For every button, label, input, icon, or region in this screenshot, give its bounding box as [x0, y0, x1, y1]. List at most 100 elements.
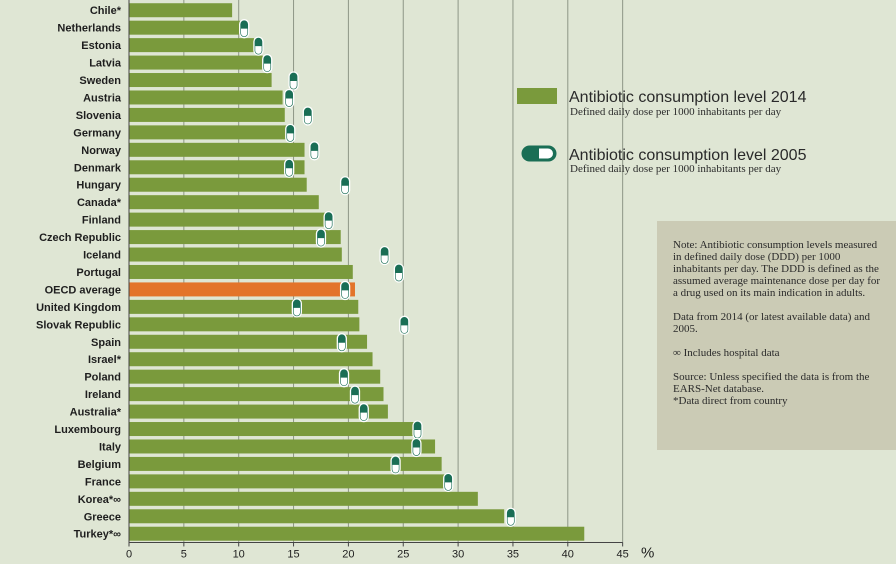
- x-tick-label-0: 0: [126, 548, 132, 560]
- category-label-united-kingdom: United Kingdom: [36, 302, 121, 314]
- note-text: Note: Antibiotic consumption levels meas…: [673, 239, 881, 299]
- bar-germany: [129, 125, 290, 140]
- bar-norway: [129, 142, 305, 157]
- bar-turkey: [129, 526, 585, 541]
- marker-2005-portugal: [393, 263, 405, 283]
- category-label-italy: Italy: [99, 441, 122, 453]
- bar-oecd-average: [129, 282, 355, 297]
- bar-iceland: [129, 247, 342, 262]
- bars-2014: [129, 3, 585, 541]
- bar-canada: [129, 195, 319, 210]
- bar-israel: [129, 352, 373, 367]
- marker-2005-austria: [284, 88, 295, 109]
- category-label-israel: Israel*: [88, 354, 122, 366]
- legend-capsule-2005-icon: [521, 145, 557, 162]
- marker-2005-slovenia: [302, 106, 313, 126]
- marker-2005-finland: [323, 210, 334, 231]
- bar-netherlands: [129, 20, 241, 35]
- bar-austria: [129, 90, 283, 105]
- category-label-france: France: [85, 476, 121, 488]
- category-label-slovenia: Slovenia: [76, 110, 122, 122]
- marker-2005-france: [443, 472, 454, 493]
- x-tick-label-10: 10: [233, 548, 245, 560]
- category-label-austria: Austria: [83, 92, 122, 104]
- marker-2005-iceland: [379, 245, 390, 266]
- bar-hungary: [129, 177, 307, 192]
- bar-france: [129, 474, 447, 489]
- category-label-latvia: Latvia: [89, 58, 122, 70]
- category-label-finland: Finland: [82, 215, 121, 227]
- marker-2005-germany: [285, 123, 296, 144]
- bar-italy: [129, 439, 436, 454]
- category-label-estonia: Estonia: [81, 40, 122, 52]
- category-label-germany: Germany: [73, 127, 122, 139]
- category-label-oecd-average: OECD average: [45, 284, 121, 296]
- marker-2005-sweden: [288, 71, 299, 91]
- category-label-poland: Poland: [84, 372, 121, 384]
- category-label-slovak-republic: Slovak Republic: [36, 319, 121, 331]
- x-tick-label-15: 15: [287, 548, 299, 560]
- legend-title-2014: Antibiotic consumption level 2014: [569, 89, 807, 106]
- bar-latvia: [129, 55, 263, 70]
- bar-sweden: [129, 73, 272, 88]
- bar-finland: [129, 212, 327, 227]
- bar-luxembourg: [129, 422, 415, 437]
- x-tick-label-40: 40: [562, 548, 574, 560]
- category-label-belgium: Belgium: [78, 459, 122, 471]
- legend-subtitle-2005: Defined daily dose per 1000 inhabitants …: [570, 163, 782, 175]
- category-label-norway: Norway: [81, 145, 122, 157]
- bar-portugal: [129, 264, 353, 279]
- marker-2005-latvia: [262, 53, 273, 74]
- bar-poland: [129, 369, 381, 384]
- category-label-chile: Chile*: [90, 5, 122, 17]
- marker-2005-spain: [336, 333, 347, 353]
- note-box: Note: Antibiotic consumption levels meas…: [657, 221, 896, 450]
- marker-2005-united-kingdom: [291, 298, 302, 318]
- category-label-turkey: Turkey*∞: [74, 529, 122, 541]
- x-tick-label-25: 25: [397, 548, 409, 560]
- category-label-czech-republic: Czech Republic: [39, 232, 121, 244]
- category-label-spain: Spain: [91, 337, 121, 349]
- bar-estonia: [129, 38, 255, 53]
- x-tick-label-30: 30: [452, 548, 464, 560]
- legend-title-2005: Antibiotic consumption level 2005: [569, 147, 807, 164]
- legend: Antibiotic consumption level 2014 Defined…: [517, 88, 807, 175]
- category-label-denmark: Denmark: [74, 162, 122, 174]
- category-label-hungary: Hungary: [76, 180, 122, 192]
- marker-2005-estonia: [253, 36, 264, 56]
- marker-2005-slovak-republic: [399, 315, 410, 335]
- x-tick-label-5: 5: [181, 548, 187, 560]
- marker-2005-belgium: [390, 455, 401, 475]
- marker-2005-hungary: [339, 176, 351, 196]
- markers-2005: [239, 19, 516, 527]
- category-label-iceland: Iceland: [83, 250, 121, 262]
- marker-2005-greece: [505, 507, 516, 527]
- marker-2005-italy: [411, 437, 422, 458]
- category-label-sweden: Sweden: [79, 75, 121, 87]
- bar-czech-republic: [129, 230, 341, 245]
- category-labels: Chile* Netherlands Estonia Latvia Sweden Aust…: [36, 5, 122, 541]
- category-label-korea: Korea*∞: [78, 494, 121, 506]
- marker-2005-oecd-average: [339, 280, 351, 301]
- bar-spain: [129, 334, 368, 349]
- x-tick-label-35: 35: [507, 548, 519, 560]
- bar-ireland: [129, 387, 384, 402]
- x-tick-label-45: 45: [617, 548, 629, 560]
- x-axis: 0 5 10 15 20 25 30 35 40 45%: [126, 0, 654, 561]
- marker-2005-norway: [309, 141, 320, 161]
- marker-2005-czech-republic: [315, 228, 327, 248]
- data-years-text: Data from 2014 (or latest available data…: [673, 311, 871, 335]
- marker-2005-ireland: [349, 385, 361, 405]
- bar-united-kingdom: [129, 299, 359, 314]
- hospital-data-text: ∞ Includes hospital data: [673, 347, 780, 359]
- category-label-greece: Greece: [84, 511, 121, 523]
- x-tick-label-20: 20: [342, 548, 354, 560]
- bar-australia: [129, 404, 388, 419]
- bar-slovak-republic: [129, 317, 360, 332]
- category-label-australia: Australia*: [70, 407, 122, 419]
- legend-swatch-2014: [517, 88, 557, 104]
- category-label-canada: Canada*: [77, 197, 122, 209]
- bar-greece: [129, 509, 505, 524]
- bar-korea: [129, 491, 478, 506]
- bar-belgium: [129, 456, 442, 471]
